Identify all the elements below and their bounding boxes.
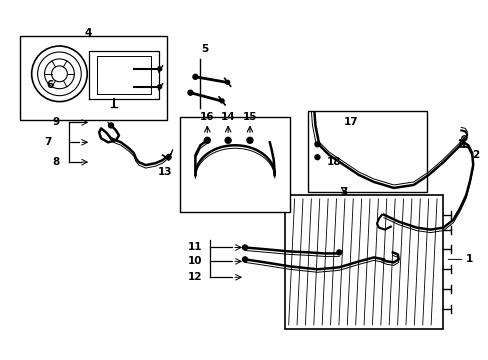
- Circle shape: [314, 155, 319, 159]
- Circle shape: [242, 245, 247, 250]
- Bar: [307, 111, 426, 192]
- Circle shape: [192, 74, 198, 79]
- Circle shape: [242, 257, 247, 262]
- Text: 8: 8: [52, 157, 60, 167]
- Circle shape: [204, 137, 210, 143]
- Circle shape: [108, 123, 113, 128]
- Circle shape: [187, 90, 192, 95]
- Text: 13: 13: [158, 167, 172, 177]
- Text: 14: 14: [221, 112, 235, 122]
- Bar: [180, 117, 289, 212]
- Text: 16: 16: [200, 112, 214, 122]
- Circle shape: [157, 85, 162, 89]
- Text: 10: 10: [187, 256, 202, 266]
- Text: 12: 12: [187, 272, 202, 282]
- Circle shape: [224, 137, 231, 143]
- Text: 15: 15: [242, 112, 257, 122]
- Circle shape: [336, 250, 341, 255]
- Circle shape: [314, 142, 319, 147]
- Text: 2: 2: [471, 150, 479, 160]
- Circle shape: [166, 155, 171, 159]
- Text: 11: 11: [187, 243, 202, 252]
- Circle shape: [246, 137, 252, 143]
- Text: 1: 1: [466, 255, 472, 264]
- Circle shape: [220, 99, 224, 103]
- Bar: [284, 195, 443, 329]
- Circle shape: [157, 67, 162, 71]
- Text: 5: 5: [201, 44, 208, 54]
- Bar: [20, 36, 166, 121]
- Text: 3: 3: [340, 187, 347, 197]
- Text: 17: 17: [343, 117, 358, 127]
- Text: 4: 4: [84, 28, 92, 38]
- Text: 6: 6: [46, 80, 53, 90]
- Text: 18: 18: [326, 157, 341, 167]
- Circle shape: [225, 80, 229, 84]
- Text: 9: 9: [52, 117, 60, 127]
- Text: 7: 7: [44, 137, 51, 147]
